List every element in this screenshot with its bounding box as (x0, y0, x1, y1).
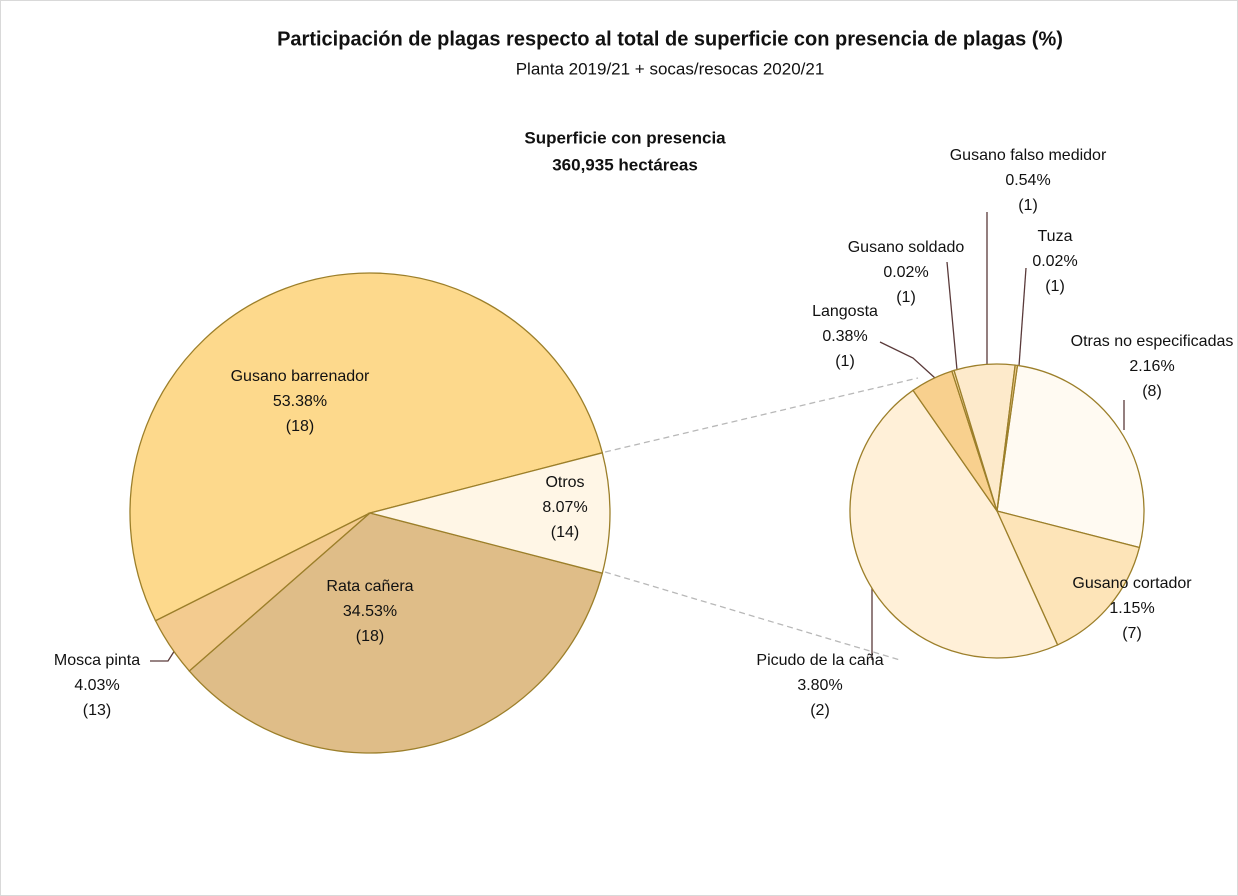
pie-slice (996, 364, 1019, 512)
annotation: 360,935 hectáreas (552, 155, 698, 174)
slice-value-label: 0.02% (883, 264, 928, 281)
connector-line (604, 571, 901, 661)
slice-value-label: 0.02% (1032, 253, 1077, 270)
slice-value-label: 1.15% (1109, 600, 1154, 617)
slice-label: Tuza (1038, 228, 1073, 245)
chart-subtitle: Planta 2019/21 + socas/resocas 2020/21 (516, 59, 825, 78)
annotation: Superficie con presencia (524, 128, 726, 147)
slice-value-label: 8.07% (542, 499, 587, 516)
slice-count-label: (18) (356, 628, 384, 645)
slice-label: Gusano falso medidor (950, 147, 1107, 164)
slice-label: Otros (545, 474, 584, 491)
pie-slice (849, 389, 1059, 659)
slice-value-label: 4.03% (74, 677, 119, 694)
slice-label: Rata cañera (326, 578, 413, 595)
pie-slice (129, 272, 604, 622)
connector-line (604, 377, 919, 453)
slice-value-label: 53.38% (273, 393, 327, 410)
pie-slice (367, 452, 611, 574)
leader-lines (150, 212, 1125, 662)
slice-value-label: 3.80% (797, 677, 842, 694)
slice-count-label: (13) (83, 702, 111, 719)
pie (129, 272, 611, 754)
leader-line (1018, 267, 1027, 367)
slice-label: Gusano soldado (848, 239, 965, 256)
slice-label: Gusano cortador (1072, 575, 1192, 592)
slice-label: Mosca pinta (54, 652, 140, 669)
slice-value-label: 0.38% (822, 328, 867, 345)
slice-count-label: (14) (551, 524, 579, 541)
pie-slice (188, 512, 604, 754)
slice-value-label: 2.16% (1129, 358, 1174, 375)
slice-count-label: (1) (1018, 197, 1038, 214)
pie-slice (996, 364, 1145, 549)
slice-value-label: 34.53% (343, 603, 397, 620)
slice-value-label: 0.54% (1005, 172, 1050, 189)
leader-line (946, 261, 958, 371)
slice-count-label: (1) (835, 353, 855, 370)
leader-line (879, 341, 936, 379)
slice-count-label: (1) (896, 289, 916, 306)
slice-count-label: (1) (1045, 278, 1065, 295)
leader-line (150, 649, 176, 662)
slice-count-label: (18) (286, 418, 314, 435)
slice-label: Langosta (812, 303, 878, 320)
slice-count-label: (8) (1142, 383, 1162, 400)
slice-count-label: (7) (1122, 625, 1142, 642)
slice-count-label: (2) (810, 702, 830, 719)
pie (849, 363, 1145, 659)
pie-slice (995, 510, 1141, 646)
connectors (604, 377, 919, 661)
slice-label: Gusano barrenador (231, 368, 370, 385)
slice-label: Picudo de la caña (756, 652, 883, 669)
slice-label: Otras no especificadas (1071, 333, 1234, 350)
chart-title: Participación de plagas respecto al tota… (277, 28, 1063, 50)
